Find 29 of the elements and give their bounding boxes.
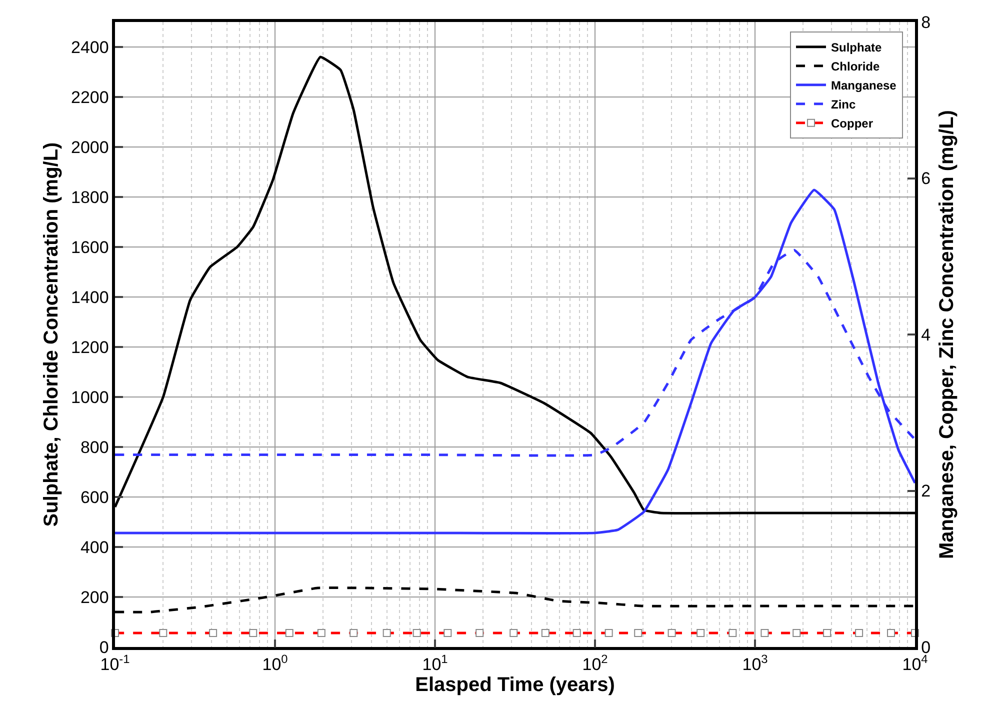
legend-label: Chloride: [831, 60, 880, 74]
x-tick-label: 10$^{0}$: [262, 652, 288, 674]
y2-tick-label: 2: [921, 482, 931, 501]
y-tick-label: 2000: [71, 138, 109, 157]
x-tick-label: 10$^{2}$: [582, 652, 608, 674]
y-tick-label: 2400: [71, 38, 109, 57]
y-tick-label: 600: [80, 488, 109, 507]
y-tick-label: 200: [80, 588, 109, 607]
legend-label: Copper: [831, 116, 874, 131]
y-tick-label: 800: [80, 438, 109, 457]
x-tick-label: 10$^{3}$: [742, 652, 768, 674]
y-tick-label: 1400: [71, 288, 109, 307]
y-axis-title: Sulphate, Chloride Concentration (mg/L): [40, 142, 63, 527]
y-tick-label: 1800: [71, 188, 109, 207]
y2-tick-label: 4: [921, 325, 931, 344]
y-tick-label: 1000: [71, 388, 109, 407]
x-axis-title: Elasped Time (years): [415, 674, 615, 696]
y-tick-label: 1600: [71, 238, 109, 257]
y2-tick-label: 6: [921, 169, 931, 188]
y-tick-label: 1200: [71, 338, 109, 357]
y-tick-label: 400: [80, 538, 109, 557]
legend-label: Zinc: [831, 98, 856, 112]
y2-axis-title: Manganese, Copper, Zinc Concentration (mg/L): [936, 110, 958, 559]
x-tick-label: 10$^{4}$: [902, 652, 928, 674]
legend-label: Manganese: [831, 78, 897, 93]
y2-tick-label: 8: [921, 12, 931, 32]
y-tick-label: 2200: [71, 88, 109, 107]
legend-label: Sulphate: [831, 40, 882, 55]
x-tick-label: 10$^{1}$: [422, 652, 448, 674]
